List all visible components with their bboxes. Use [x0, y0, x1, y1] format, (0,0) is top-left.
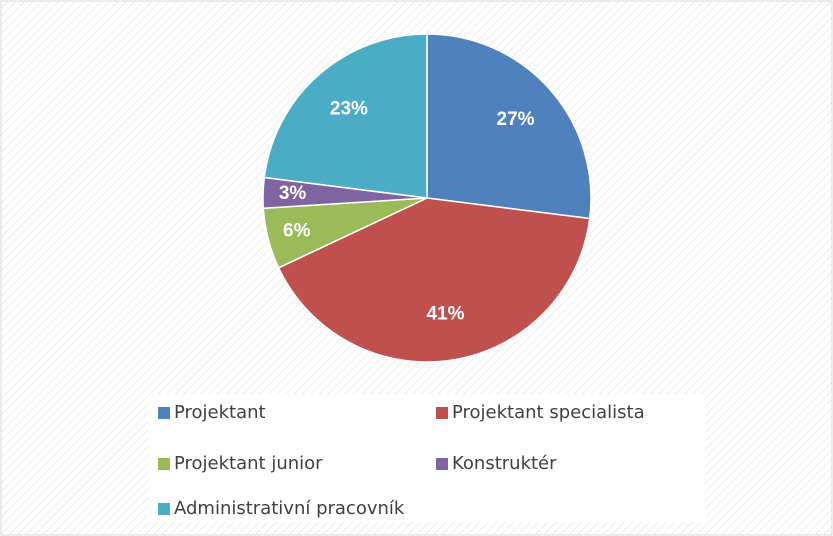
legend-swatch — [436, 458, 448, 470]
legend-label: Administrativní pracovník — [174, 498, 405, 519]
legend-swatch — [436, 407, 448, 419]
pie-slice — [426, 33, 592, 220]
legend-swatch — [158, 458, 170, 470]
data-label: 6% — [283, 220, 311, 241]
legend-box — [148, 394, 705, 522]
legend-swatch — [158, 503, 170, 515]
legend-swatch — [158, 407, 170, 419]
data-label: 3% — [279, 183, 307, 204]
legend-label: Projektant junior — [174, 453, 323, 474]
data-label: 27% — [497, 109, 535, 130]
data-label: 23% — [330, 98, 368, 119]
legend-label: Projektant — [174, 402, 266, 423]
legend-label: Konstruktér — [452, 453, 557, 474]
pie-slice — [263, 33, 428, 199]
pie-slice — [277, 197, 591, 363]
data-label: 41% — [426, 304, 464, 325]
legend-label: Projektant specialista — [452, 402, 645, 423]
